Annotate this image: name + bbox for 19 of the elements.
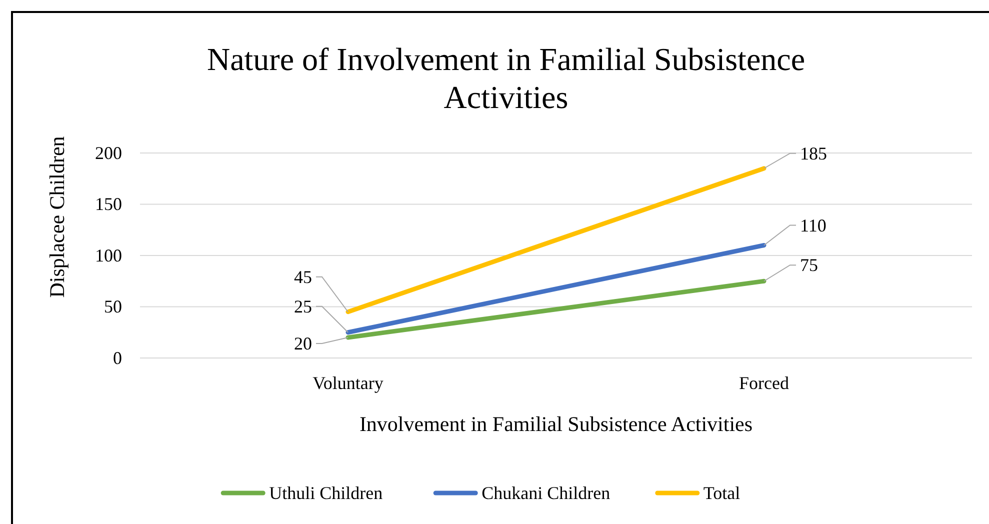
- y-tick-label: 50: [104, 296, 122, 317]
- legend-label: Uthuli Children: [269, 483, 383, 503]
- y-axis-title: Displacee Children: [45, 136, 69, 298]
- legend-label: Chukani Children: [482, 483, 610, 503]
- y-tick-label: 150: [95, 194, 122, 214]
- x-tick-label: Forced: [739, 372, 789, 393]
- data-label: 20: [294, 334, 312, 354]
- y-tick-label: 200: [95, 142, 122, 163]
- x-tick-label: Voluntary: [312, 372, 384, 393]
- data-label: 25: [294, 296, 312, 316]
- data-label: 110: [800, 215, 826, 236]
- data-label: 75: [800, 255, 818, 276]
- y-tick-label: 100: [95, 245, 122, 266]
- data-label: 45: [294, 266, 312, 287]
- legend-label: Total: [703, 483, 740, 503]
- x-axis-title: Involvement in Familial Subsistence Activities: [359, 412, 753, 436]
- chart-title: Nature of Involvement in Familial Subsistence Activities: [206, 41, 806, 115]
- y-tick-label: 0: [113, 348, 122, 368]
- data-label: 185: [800, 143, 827, 164]
